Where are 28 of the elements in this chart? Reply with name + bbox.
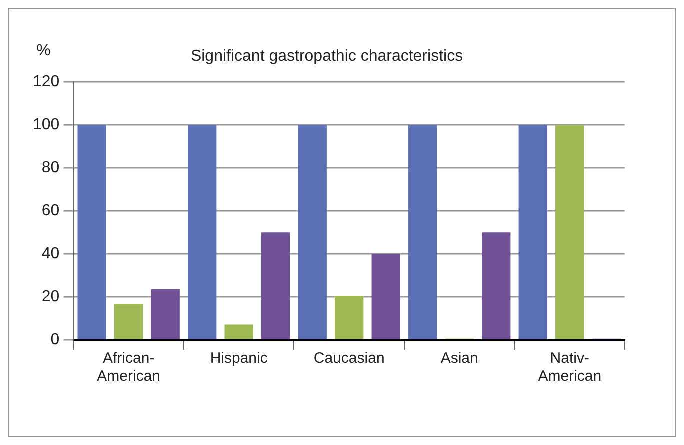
bar (335, 296, 364, 340)
y-tick-label: 120 (32, 74, 60, 91)
y-axis-title: % (36, 42, 51, 60)
bar (262, 232, 290, 340)
chart-frame: Significant gastropathic characteristics African-American Hispanic Caucasian Asian Nativ-American 0 20 40 60 80 100 120 % (8, 8, 676, 437)
bar (224, 324, 254, 340)
bar (188, 125, 217, 340)
x-tick-label: Nativ-American (538, 350, 602, 386)
chart-title: Significant gastropathic characteristics (190, 48, 464, 66)
bar (518, 125, 548, 340)
bar (556, 125, 584, 340)
y-tick-label: 0 (50, 331, 60, 348)
y-tick-label: 80 (42, 160, 60, 177)
x-tick-label: African-American (97, 350, 161, 386)
bar (298, 125, 327, 340)
bar (114, 304, 144, 340)
x-tick-label: Hispanic (210, 350, 268, 368)
bar (78, 125, 106, 340)
y-tick-label: 60 (42, 202, 60, 220)
y-tick-label: 20 (42, 288, 60, 306)
x-tick-label: Asian (440, 350, 478, 368)
bar (482, 232, 511, 340)
bar (151, 290, 180, 340)
bar (372, 254, 400, 340)
y-tick-label: 40 (42, 245, 60, 262)
x-tick-label: Caucasian (314, 350, 385, 368)
y-tick-label: 100 (32, 116, 60, 134)
bar (408, 125, 438, 340)
